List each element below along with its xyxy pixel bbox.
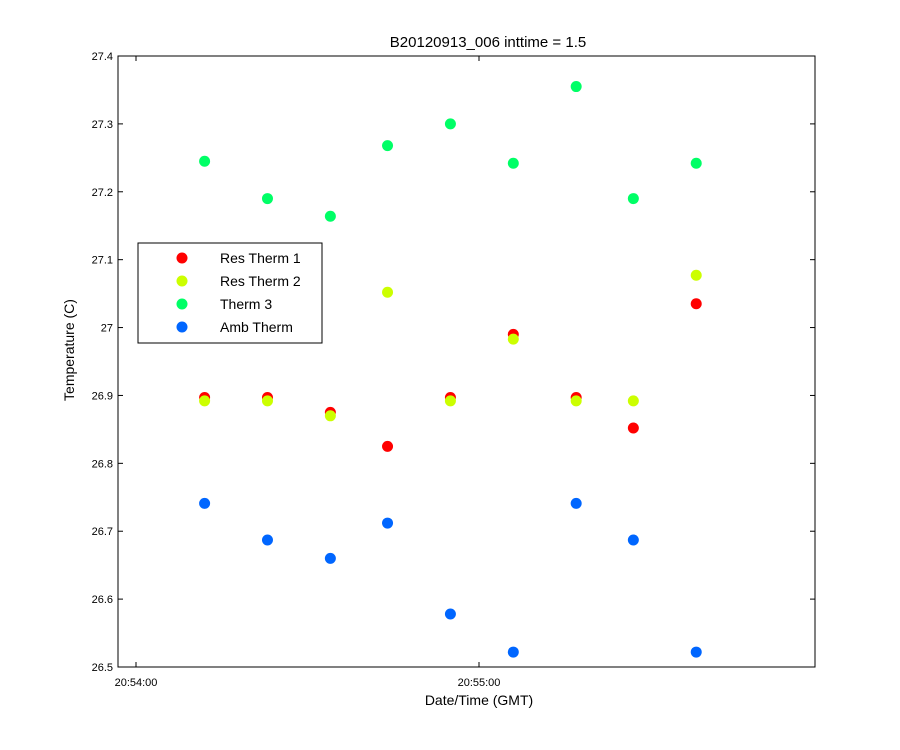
y-tick-label: 26.7: [92, 526, 113, 538]
plot-area-frame: [117, 55, 816, 668]
point-therm-3: [627, 193, 639, 205]
point-amb-therm: [324, 552, 336, 564]
point-res-therm-1: [382, 440, 394, 452]
point-therm-3: [261, 193, 273, 205]
x-axis: 20:54:00 20:55:00: [115, 56, 501, 689]
legend-box: [137, 242, 323, 344]
y-tick-label: 26.9: [92, 390, 113, 402]
legend-marker-therm-3: [176, 298, 188, 310]
point-therm-3: [570, 81, 582, 93]
legend-marker-res-therm-1: [176, 252, 188, 264]
y-tick-label: 27.3: [92, 119, 113, 131]
y-tick-label: 26.6: [92, 594, 113, 606]
point-res-therm-2: [324, 410, 336, 422]
point-res-therm-2: [507, 333, 519, 345]
legend-label-amb-therm: Amb Therm: [220, 319, 293, 335]
point-res-therm-2: [382, 286, 394, 298]
y-tick-label: 26.5: [92, 662, 113, 674]
legend-label-res-therm-2: Res Therm 2: [220, 273, 301, 289]
legend-marker-res-therm-2: [176, 275, 188, 287]
point-amb-therm: [382, 517, 394, 529]
y-axis: 26.5 26.6 26.7 26.8 26.9 27 27.1 27.2 27.3 27.4: [92, 51, 815, 674]
point-amb-therm: [627, 534, 639, 546]
point-amb-therm: [507, 646, 519, 658]
y-tick-label: 26.8: [92, 458, 113, 470]
point-amb-therm: [570, 497, 582, 509]
point-res-therm-1: [690, 298, 702, 310]
point-therm-3: [444, 118, 456, 130]
point-res-therm-2: [627, 395, 639, 407]
point-therm-3: [382, 140, 394, 152]
point-amb-therm: [199, 497, 211, 509]
point-therm-3: [324, 210, 336, 222]
legend-label-therm-3: Therm 3: [220, 296, 272, 312]
y-tick-label: 27: [101, 323, 113, 335]
point-res-therm-2: [199, 395, 211, 407]
point-therm-3: [507, 157, 519, 169]
point-res-therm-2: [444, 395, 456, 407]
point-therm-3: [199, 155, 211, 167]
point-res-therm-2: [570, 395, 582, 407]
point-res-therm-1: [627, 422, 639, 434]
x-axis-label: Date/Time (GMT): [425, 692, 533, 708]
legend-marker-amb-therm: [176, 321, 188, 333]
y-tick-label: 27.2: [92, 187, 113, 199]
point-therm-3: [690, 157, 702, 169]
x-tick-label: 20:54:00: [115, 677, 158, 689]
y-tick-label: 27.4: [92, 51, 113, 63]
point-amb-therm: [444, 608, 456, 620]
point-amb-therm: [690, 646, 702, 658]
y-tick-label: 27.1: [92, 255, 113, 267]
point-res-therm-2: [690, 269, 702, 281]
x-tick-label: 20:55:00: [458, 677, 501, 689]
point-res-therm-2: [261, 395, 273, 407]
data-points: [199, 81, 702, 658]
legend: Res Therm 1 Res Therm 2 Therm 3 Amb Therm: [137, 242, 323, 344]
legend-label-res-therm-1: Res Therm 1: [220, 250, 301, 266]
point-amb-therm: [261, 534, 273, 546]
y-axis-label: Temperature (C): [61, 299, 77, 401]
chart-title: B20120913_006 inttime = 1.5: [390, 34, 586, 51]
